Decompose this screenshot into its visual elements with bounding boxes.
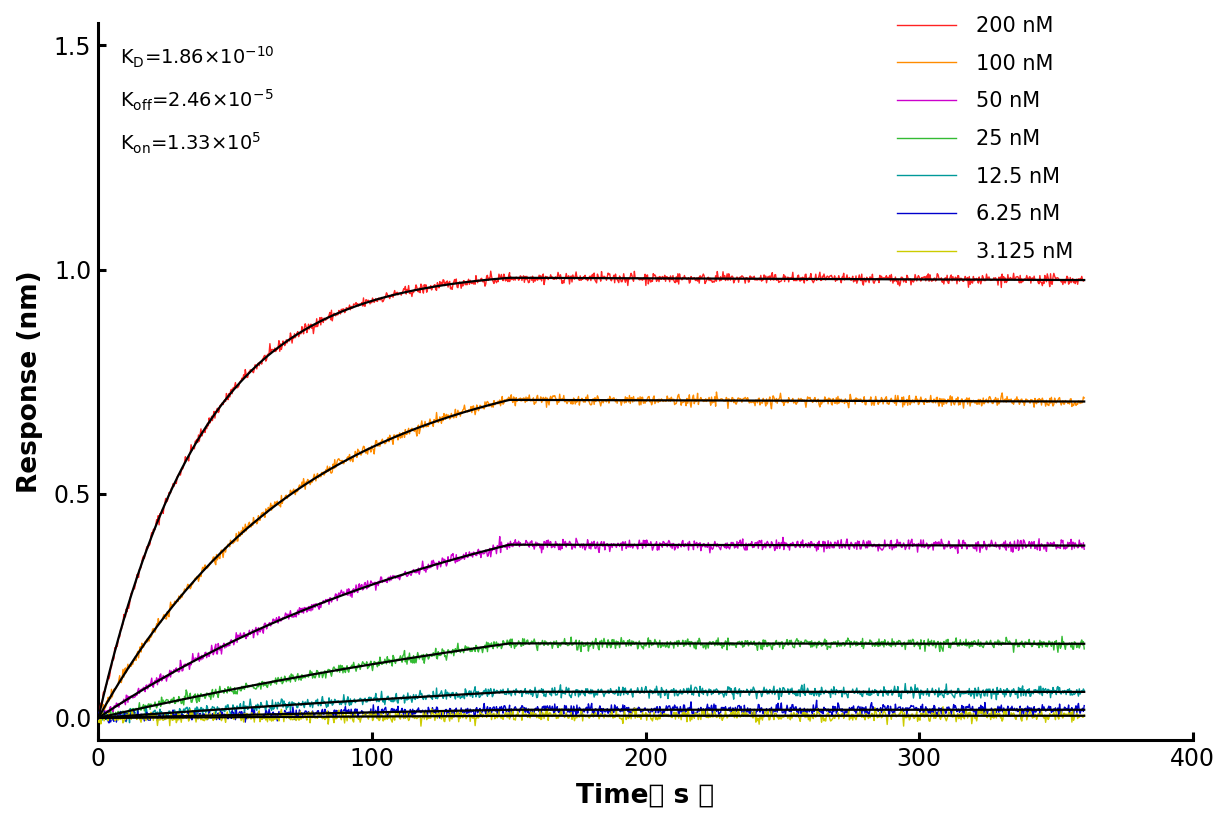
3.125 nM bbox=[935, 702, 950, 712]
50 nM bbox=[435, 553, 450, 563]
6.25 nM bbox=[91, 715, 106, 725]
25 nM bbox=[525, 639, 540, 648]
Line: 200 nM: 200 nM bbox=[99, 271, 1084, 717]
3.125 nM bbox=[700, 713, 715, 723]
25 nM bbox=[906, 634, 920, 644]
6.25 nM bbox=[101, 718, 116, 728]
12.5 nM bbox=[407, 693, 421, 703]
50 nM bbox=[673, 540, 687, 549]
12.5 nM bbox=[898, 679, 913, 689]
50 nM bbox=[906, 541, 920, 551]
12.5 nM bbox=[700, 687, 715, 697]
200 nM bbox=[91, 712, 106, 722]
200 nM bbox=[435, 280, 450, 290]
25 nM bbox=[1055, 631, 1069, 641]
Legend: 200 nM, 100 nM, 50 nM, 25 nM, 12.5 nM, 6.25 nM, 3.125 nM: 200 nM, 100 nM, 50 nM, 25 nM, 12.5 nM, 6… bbox=[897, 16, 1074, 262]
100 nM bbox=[435, 412, 450, 422]
50 nM bbox=[700, 540, 715, 550]
200 nM bbox=[673, 269, 687, 279]
25 nM bbox=[1077, 644, 1092, 654]
Line: 50 nM: 50 nM bbox=[99, 536, 1084, 721]
6.25 nM bbox=[1077, 700, 1092, 710]
200 nM bbox=[407, 288, 421, 298]
3.125 nM bbox=[91, 716, 106, 726]
Line: 3.125 nM: 3.125 nM bbox=[99, 707, 1084, 726]
200 nM bbox=[1077, 275, 1092, 285]
12.5 nM bbox=[525, 691, 540, 701]
Text: K$_{\rm D}$=1.86×10$^{-10}$
K$_{\rm off}$=2.46×10$^{-5}$
K$_{\rm on}$=1.33×10$^{: K$_{\rm D}$=1.86×10$^{-10}$ K$_{\rm off}… bbox=[121, 45, 275, 156]
100 nM bbox=[1077, 393, 1092, 403]
6.25 nM bbox=[525, 706, 540, 716]
25 nM bbox=[91, 714, 106, 724]
3.125 nM bbox=[1077, 710, 1092, 720]
100 nM bbox=[710, 387, 724, 397]
12.5 nM bbox=[436, 694, 451, 704]
50 nM bbox=[91, 716, 106, 726]
200 nM bbox=[525, 271, 540, 281]
50 nM bbox=[493, 531, 508, 541]
25 nM bbox=[101, 716, 116, 726]
3.125 nM bbox=[407, 710, 421, 720]
200 nM bbox=[906, 276, 920, 286]
12.5 nM bbox=[906, 693, 920, 703]
50 nM bbox=[407, 564, 421, 574]
50 nM bbox=[525, 541, 540, 551]
12.5 nM bbox=[91, 711, 106, 721]
6.25 nM bbox=[436, 707, 451, 717]
100 nM bbox=[407, 426, 421, 436]
3.125 nM bbox=[414, 721, 429, 731]
6.25 nM bbox=[673, 706, 687, 716]
100 nM bbox=[525, 395, 540, 405]
6.25 nM bbox=[809, 695, 824, 705]
Line: 100 nM: 100 nM bbox=[99, 392, 1084, 716]
6.25 nM bbox=[700, 704, 715, 714]
12.5 nM bbox=[1077, 686, 1092, 695]
6.25 nM bbox=[906, 701, 920, 711]
50 nM bbox=[1077, 544, 1092, 554]
25 nM bbox=[700, 639, 715, 648]
3.125 nM bbox=[906, 710, 920, 719]
12.5 nM bbox=[673, 689, 687, 699]
25 nM bbox=[436, 646, 451, 656]
Line: 6.25 nM: 6.25 nM bbox=[99, 700, 1084, 723]
X-axis label: Time（ s ）: Time（ s ） bbox=[577, 782, 715, 808]
Y-axis label: Response (nm): Response (nm) bbox=[17, 271, 43, 493]
100 nM bbox=[699, 394, 713, 403]
3.125 nM bbox=[673, 710, 687, 720]
200 nM bbox=[700, 276, 715, 285]
100 nM bbox=[906, 395, 920, 405]
100 nM bbox=[91, 711, 106, 721]
12.5 nM bbox=[122, 718, 137, 728]
25 nM bbox=[407, 658, 421, 668]
Line: 25 nM: 25 nM bbox=[99, 636, 1084, 721]
25 nM bbox=[673, 638, 687, 648]
200 nM bbox=[483, 266, 498, 276]
3.125 nM bbox=[436, 707, 451, 717]
100 nM bbox=[671, 389, 686, 399]
6.25 nM bbox=[407, 705, 421, 715]
Line: 12.5 nM: 12.5 nM bbox=[99, 684, 1084, 723]
3.125 nM bbox=[525, 709, 540, 719]
